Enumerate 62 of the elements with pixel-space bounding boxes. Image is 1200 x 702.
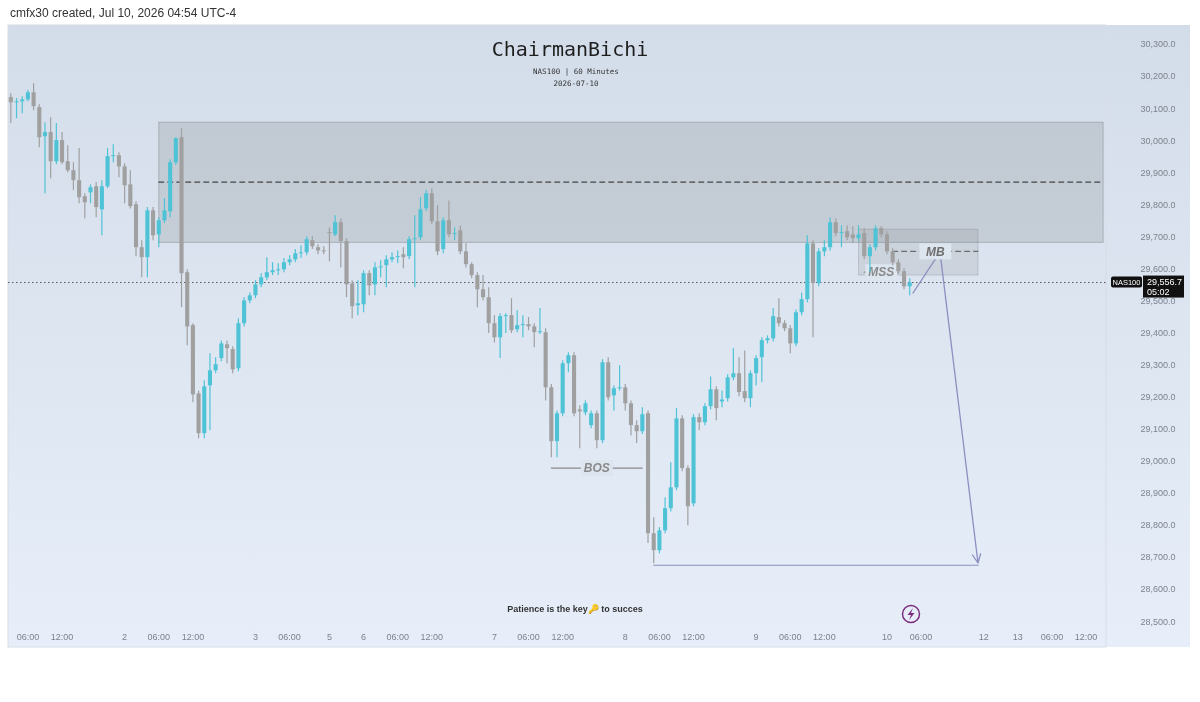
x-tick-label: 06:00	[16, 632, 40, 643]
x-tick-label: 06:00	[909, 632, 933, 643]
y-tick-label: 30,300.0	[1140, 39, 1176, 50]
candlestick	[691, 413, 696, 507]
y-tick-label: 28,500.0	[1140, 616, 1176, 627]
x-tick-label: 12:00	[181, 632, 205, 643]
y-tick-label: 28,900.0	[1140, 488, 1176, 499]
annotation: Patience is the key🔑 to succes	[507, 603, 643, 615]
y-tick-label: 30,100.0	[1140, 103, 1176, 114]
text: cmfx30 created, Jul 10, 2026 04:54 UTC-4	[10, 6, 237, 20]
x-tick-label: 06:00	[278, 632, 301, 643]
x-tick-label: 12:00	[420, 632, 444, 643]
y-tick-label: 29,000.0	[1140, 456, 1176, 467]
x-tick-label: 12:00	[1074, 632, 1098, 643]
candlestick	[600, 358, 605, 444]
text: ChairmanBichi	[491, 37, 649, 61]
x-tick-label: 06:00	[1040, 632, 1064, 643]
x-tick-label: 12	[978, 632, 989, 643]
x-tick-label: 06:00	[778, 632, 802, 643]
y-tick-label: 28,600.0	[1140, 584, 1176, 595]
x-tick-label: 13	[1012, 632, 1023, 643]
text: 05:02	[1147, 286, 1170, 297]
x-tick-label: 9	[753, 632, 759, 643]
y-tick-label: 30,000.0	[1140, 135, 1176, 146]
x-tick-label: 3	[252, 632, 258, 643]
x-tick-label: 12:00	[813, 632, 836, 643]
y-tick-label: 29,900.0	[1140, 167, 1176, 178]
candlestick	[88, 183, 93, 204]
x-tick-label: 7	[491, 632, 497, 643]
y-tick-label: 29,500.0	[1140, 295, 1176, 306]
y-tick-label: 28,700.0	[1140, 552, 1176, 563]
candlestick	[435, 204, 440, 256]
candlestick	[14, 97, 19, 119]
series-label: BOS	[583, 461, 610, 476]
x-tick-label: 12:00	[551, 632, 574, 643]
x-tick-label: 12:00	[50, 632, 74, 643]
candlestick	[839, 224, 844, 248]
x-tick-label: 2	[122, 632, 128, 643]
y-tick-label: 29,700.0	[1140, 231, 1176, 242]
y-tick-label: 30,200.0	[1140, 71, 1176, 82]
y-tick-label: 28,800.0	[1140, 520, 1176, 531]
x-tick-label: 12:00	[682, 632, 705, 643]
x-tick-label: 06:00	[517, 632, 540, 643]
text: 29,556.7	[1147, 276, 1183, 287]
candlestick	[509, 297, 514, 334]
x-tick-label: 10	[881, 632, 892, 643]
x-tick-label: 06:00	[147, 632, 171, 643]
x-tick-label: 8	[622, 632, 628, 643]
x-tick-label: 6	[361, 632, 367, 643]
candlestick	[674, 407, 679, 491]
y-tick-label: 29,400.0	[1140, 327, 1176, 338]
y-tick-label: 29,100.0	[1140, 424, 1176, 435]
y-tick-label: 29,600.0	[1140, 263, 1176, 274]
y-tick-label: 29,200.0	[1140, 392, 1176, 403]
series-label: MSS	[868, 265, 895, 280]
x-tick-label: 06:00	[648, 632, 671, 643]
y-tick-label: 29,300.0	[1140, 360, 1176, 371]
x-tick-label: 06:00	[386, 632, 409, 643]
y-tick-label: 29,800.0	[1140, 199, 1176, 210]
x-tick-label: 5	[326, 632, 332, 643]
series-label: MB	[925, 244, 945, 259]
candlestick	[418, 196, 423, 241]
